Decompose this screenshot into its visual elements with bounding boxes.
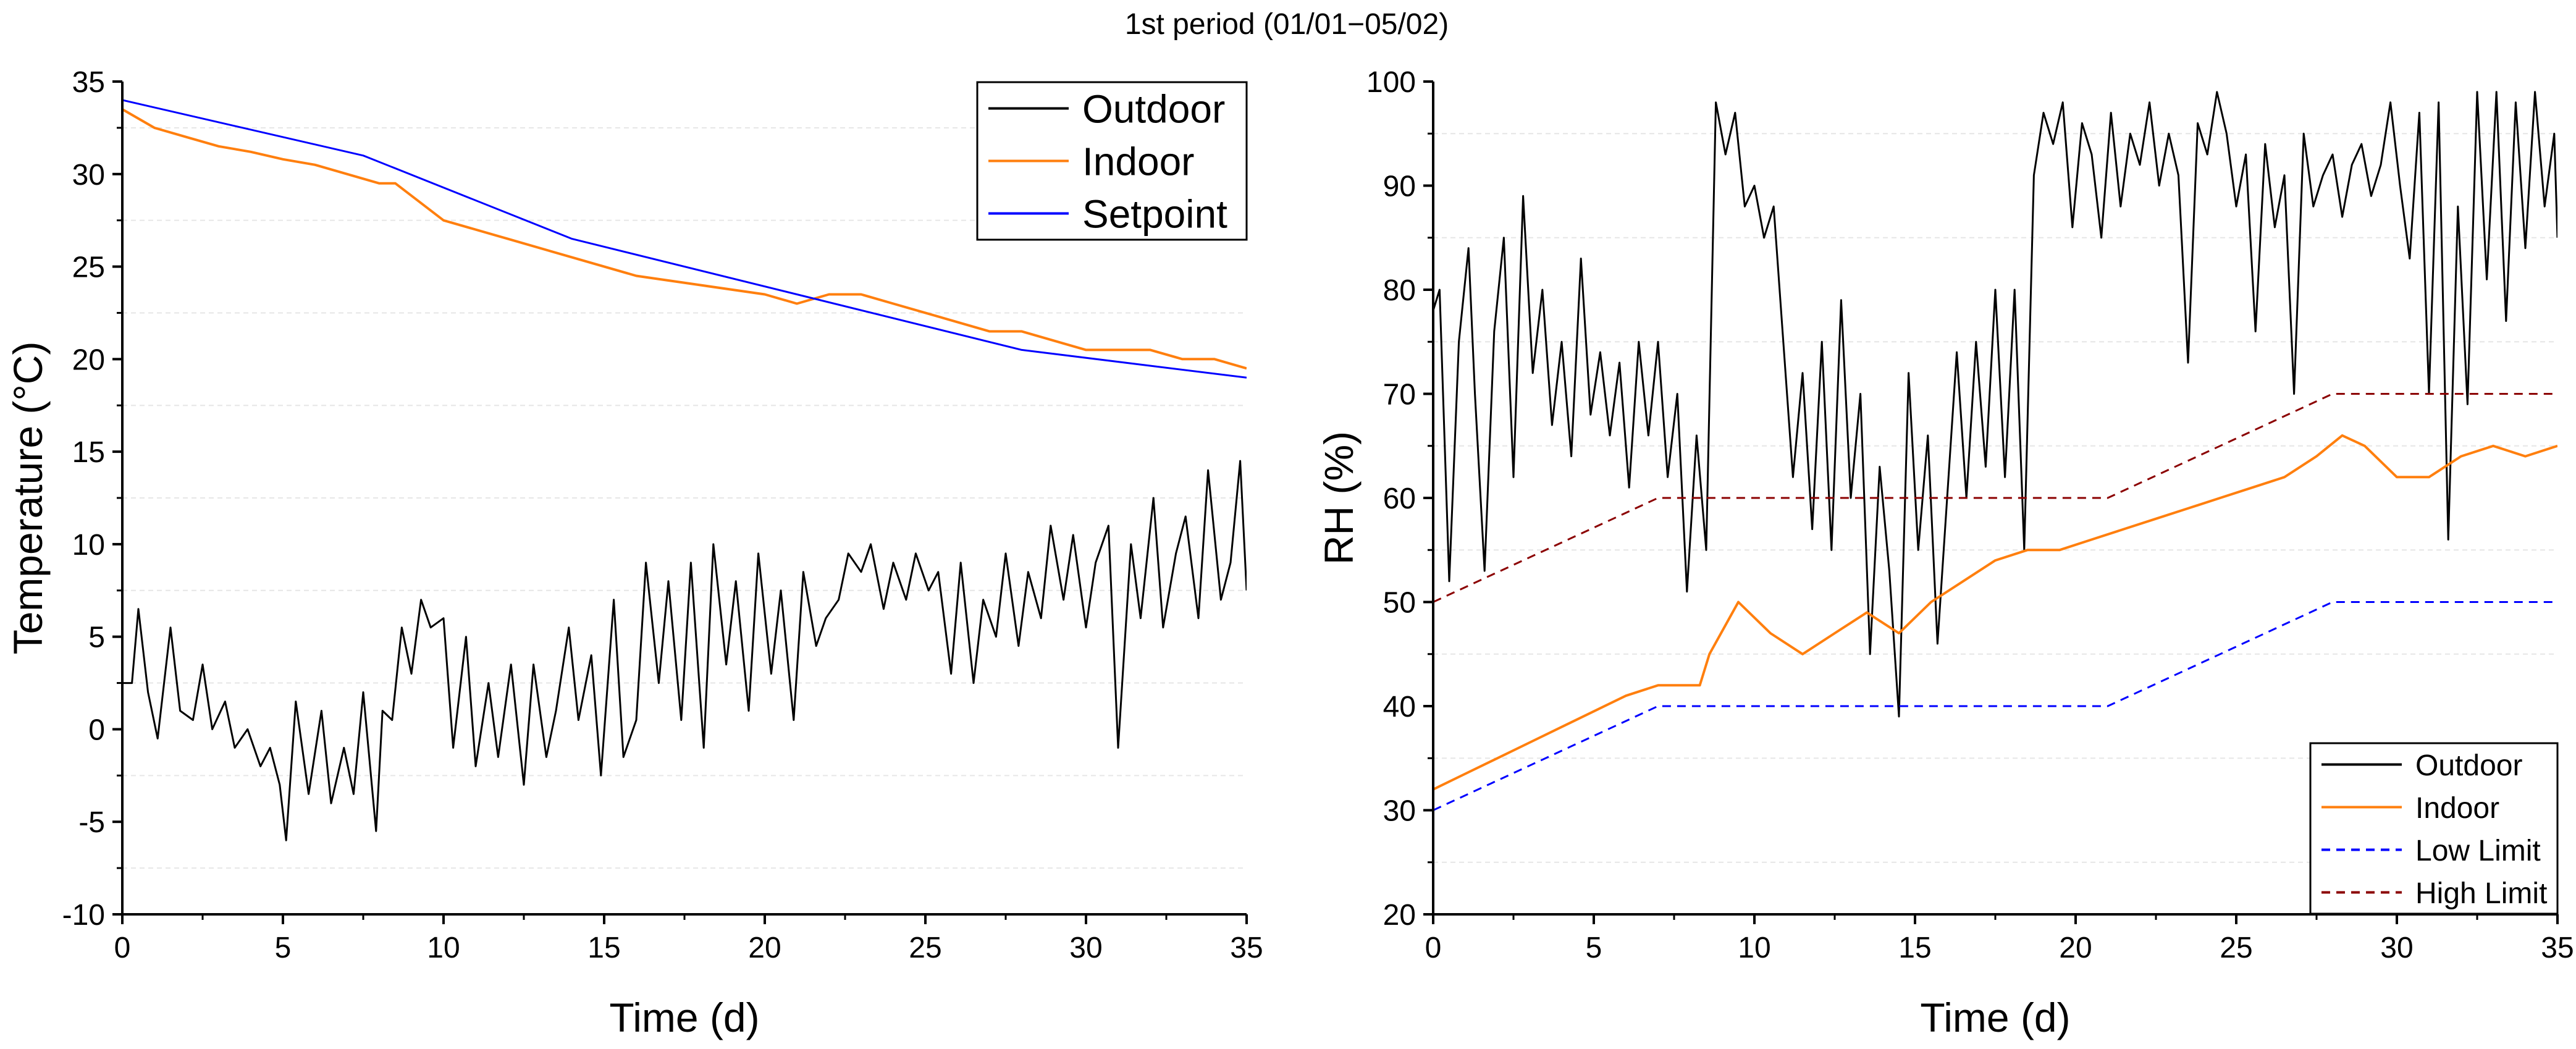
legend: Outdoor Indoor Low Limit High Limit [2309,742,2559,915]
x-tick-label: 20 [2059,932,2092,964]
x-tick-label: 0 [1425,932,1442,964]
y-tick-label: 50 [1383,587,1416,620]
y-tick-label: -10 [62,899,105,932]
y-tick-label: 100 [1366,66,1416,99]
x-tick-label: 25 [2220,932,2252,964]
series-line-low-limit [1433,601,2557,811]
legend: Outdoor Indoor Setpoint [976,81,1248,241]
x-tick-label: 30 [1069,932,1102,964]
y-tick-label: 40 [1383,691,1416,723]
series-line-indoor [1433,434,2557,791]
y-tick-label: 5 [88,621,105,654]
y-tick-label: 30 [72,159,105,192]
series-line-indoor [122,108,1247,370]
x-tick-label: 35 [1230,932,1263,964]
x-tick-label: 30 [2380,932,2413,964]
x-axis-title: Time (d) [1920,995,2070,1040]
series-line-setpoint [122,99,1247,379]
y-tick-label: 80 [1383,274,1416,307]
legend-label: Setpoint [1082,192,1227,237]
series-line-high-limit [1433,393,2557,603]
rh-chart: 20 30 40 50 60 70 80 90 100 0 5 10 15 20 25 30 35 Time (d… [1316,66,2574,1040]
y-axis-title: Temperature (°C) [5,342,51,655]
series-line-outdoor [1433,91,2557,718]
figure-title: 1st period (01/01−05/02) [1125,8,1449,41]
legend-label: Indoor [2415,792,2499,825]
series-line-outdoor [122,460,1247,841]
y-tick-label: 70 [1383,379,1416,411]
y-tick-label: 30 [1383,795,1416,828]
legend-label: Low Limit [2415,835,2541,867]
legend-label: Outdoor [2415,749,2522,782]
x-tick-label: 15 [587,932,620,964]
y-tick-label: 20 [72,343,105,376]
legend-label: High Limit [2415,877,2547,910]
legend-box [2309,742,2559,915]
y-tick-label: 0 [88,714,105,746]
y-tick-label: 90 [1383,171,1416,203]
x-tick-label: 5 [1586,932,1602,964]
x-tick-label: 10 [1738,932,1770,964]
x-axis-title: Time (d) [609,995,759,1040]
y-tick-label: -5 [78,806,105,839]
legend-label: Indoor [1082,140,1194,184]
y-tick-label: 25 [72,251,105,284]
x-tick-label: 35 [2541,932,2574,964]
y-tick-label: 20 [1383,899,1416,932]
x-tick-label: 5 [275,932,292,964]
x-tick-label: 25 [909,932,941,964]
x-tick-label: 15 [1898,932,1931,964]
y-tick-label: 10 [72,529,105,562]
x-tick-label: 10 [427,932,460,964]
y-axis-title: RH (%) [1316,431,1362,565]
x-tick-label: 0 [114,932,131,964]
y-tick-label: 60 [1383,482,1416,515]
y-tick-label: 15 [72,436,105,469]
y-tick-label: 35 [72,66,105,99]
legend-label: Outdoor [1082,87,1225,132]
temperature-chart: -10 -5 0 5 10 15 20 25 30 35 0 5 10 15 20 25 30 35 Time (d… [5,66,1263,1040]
x-tick-label: 20 [748,932,781,964]
